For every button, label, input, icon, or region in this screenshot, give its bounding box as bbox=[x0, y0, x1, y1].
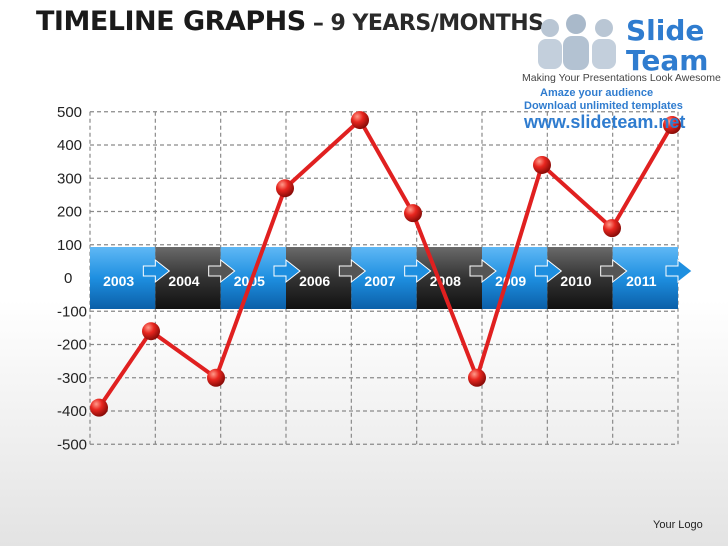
timeline-block bbox=[90, 247, 156, 309]
timeline-arrow-icon bbox=[600, 258, 628, 284]
y-tick-label: -100 bbox=[57, 303, 87, 320]
slideteam-logo: Slide Team Making Your Presentations Loo… bbox=[520, 8, 725, 138]
series-markers bbox=[90, 111, 681, 417]
data-point bbox=[663, 116, 681, 135]
title-main: TIMELINE GRAPHS bbox=[36, 6, 306, 37]
data-point bbox=[533, 155, 551, 174]
promo-line-1: Amaze your audience bbox=[540, 87, 654, 99]
timeline-arrow-icon bbox=[142, 258, 171, 284]
people-logo-icon bbox=[538, 14, 616, 70]
page-title: TIMELINE GRAPHS – 9 YEARS/MONTHS bbox=[36, 6, 544, 37]
series-line bbox=[97, 118, 674, 409]
timeline-bar: 2003 2004 2005 2006 2007 2008 2009 2010 2011 bbox=[90, 247, 693, 309]
y-tick-labels: 500 400 300 200 100 0 -100 -200 -300 -400 -500 bbox=[57, 104, 87, 454]
timeline-block bbox=[155, 247, 221, 309]
data-point bbox=[603, 219, 621, 238]
timeline-label: 2011 bbox=[626, 273, 657, 289]
timeline-block bbox=[351, 247, 417, 309]
promo-line-2: Download unlimited templates bbox=[524, 100, 683, 112]
y-tick-label: -300 bbox=[57, 370, 87, 387]
timeline-arrow-icon bbox=[404, 258, 432, 284]
y-tick-label: 0 bbox=[64, 270, 72, 287]
data-point bbox=[468, 368, 486, 387]
data-point bbox=[276, 179, 294, 198]
timeline-label: 2006 bbox=[299, 273, 330, 289]
timeline-block bbox=[547, 247, 613, 309]
y-tick-label: -400 bbox=[57, 403, 87, 420]
timeline-arrow-icon bbox=[208, 258, 236, 284]
timeline-arrow-icon bbox=[469, 258, 497, 284]
brand-slide: Slide bbox=[626, 14, 705, 47]
data-point bbox=[207, 368, 225, 387]
timeline-arrow-icon bbox=[665, 258, 693, 284]
timeline-label: 2009 bbox=[495, 273, 526, 289]
timeline-label: 2003 bbox=[103, 273, 134, 289]
brand-tagline: Making Your Presentations Look Awesome bbox=[522, 72, 721, 84]
data-point bbox=[142, 322, 160, 341]
timeline-label: 2010 bbox=[560, 273, 591, 289]
y-tick-label: 100 bbox=[57, 237, 82, 254]
y-tick-label: 500 bbox=[57, 104, 82, 121]
timeline-arrow-icon bbox=[338, 258, 367, 284]
timeline-label: 2004 bbox=[168, 273, 199, 289]
y-tick-label: -500 bbox=[57, 436, 87, 453]
your-logo-placeholder: Your Logo bbox=[653, 519, 703, 531]
timeline-label: 2008 bbox=[430, 273, 461, 289]
brand-team: Team bbox=[626, 44, 709, 77]
y-tick-label: 300 bbox=[57, 170, 82, 187]
data-point bbox=[404, 204, 422, 223]
timeline-block bbox=[286, 247, 352, 309]
y-tick-label: 200 bbox=[57, 204, 82, 221]
title-sub: – 9 YEARS/MONTHS bbox=[305, 11, 544, 36]
timeline-block bbox=[612, 247, 678, 309]
promo-website-link[interactable]: www.slideteam.net bbox=[524, 112, 686, 132]
timeline-block bbox=[416, 247, 482, 309]
timeline-label: 2007 bbox=[364, 273, 395, 289]
timeline-arrow-icon bbox=[273, 258, 301, 284]
y-tick-label: 400 bbox=[57, 137, 82, 154]
data-point bbox=[90, 398, 108, 417]
data-point bbox=[351, 111, 369, 130]
timeline-arrow-icon bbox=[534, 258, 563, 284]
y-tick-label: -200 bbox=[57, 337, 87, 354]
